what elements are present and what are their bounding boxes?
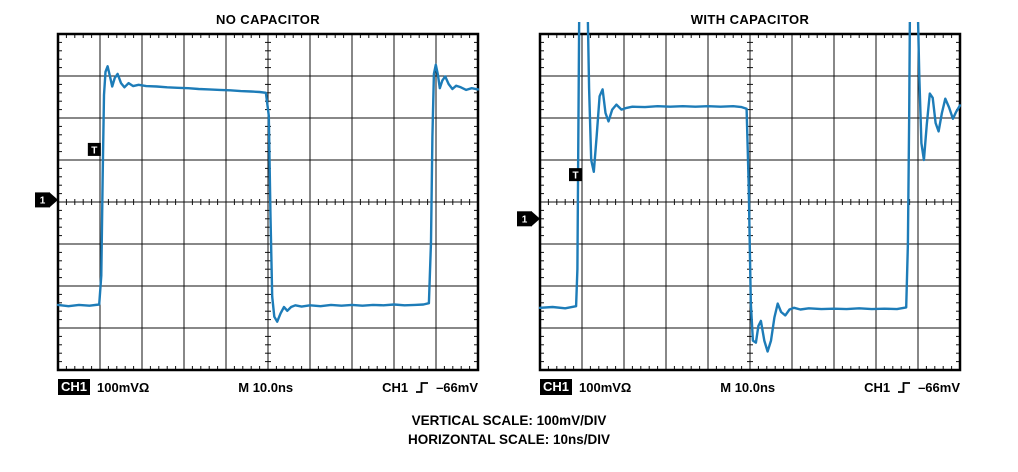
vertical-scale-readout: 100mVΩ — [579, 379, 632, 395]
svg-text:1: 1 — [522, 215, 528, 226]
svg-text:1: 1 — [40, 196, 46, 207]
vertical-scale-caption: VERTICAL SCALE: 100mV/DIV — [411, 413, 607, 428]
trigger-source-readout: CH1 — [864, 379, 891, 395]
trigger-position-marker: T — [87, 142, 101, 156]
trigger-level-readout: –66mV — [436, 379, 478, 395]
channel1-reference-marker: 1 — [517, 211, 540, 227]
scope-readout: CH1 100mVΩ M 10.0ns CH1 –66mV — [540, 379, 960, 395]
trigger-readout-group: CH1 –66mV — [382, 380, 478, 395]
waveform-trace — [539, 22, 961, 353]
timebase-readout: M 10.0ns — [720, 379, 776, 395]
scope-readout: CH1 100mVΩ M 10.0ns CH1 –66mV — [58, 379, 478, 395]
channel-readout-group: CH1 100mVΩ — [540, 379, 631, 395]
graticule-frame — [538, 32, 962, 372]
horizontal-scale-caption: HORIZONTAL SCALE: 10ns/DIV — [407, 432, 611, 447]
graticule-frame — [56, 32, 480, 372]
trigger-level-readout: –66mV — [918, 379, 960, 395]
rising-edge-trigger-icon — [898, 381, 911, 393]
scope-title: WITH CAPACITOR — [690, 12, 810, 27]
ch1-badge: CH1 — [58, 379, 91, 395]
channel-readout-group: CH1 100mVΩ — [58, 379, 149, 395]
trigger-readout-group: CH1 –66mV — [864, 380, 960, 395]
scope-title: NO CAPACITOR — [216, 12, 320, 27]
figure-caption: VERTICAL SCALE: 100mV/DIV HORIZONTAL SCA… — [0, 411, 1018, 449]
scope-graticule: T1 — [35, 32, 480, 372]
trigger-source-readout: CH1 — [382, 379, 409, 395]
waveform-trace — [57, 63, 479, 323]
svg-text:T: T — [91, 145, 97, 156]
ch1-badge: CH1 — [540, 379, 573, 395]
trigger-position-marker: T — [569, 168, 582, 182]
timebase-readout: M 10.0ns — [238, 379, 294, 395]
graticule-ticks — [539, 33, 961, 371]
channel1-reference-marker: 1 — [35, 192, 58, 208]
rising-edge-trigger-icon — [416, 381, 429, 393]
vertical-scale-readout: 100mVΩ — [97, 379, 150, 395]
scope-graticule: T1 — [517, 22, 962, 372]
svg-text:T: T — [572, 171, 578, 182]
